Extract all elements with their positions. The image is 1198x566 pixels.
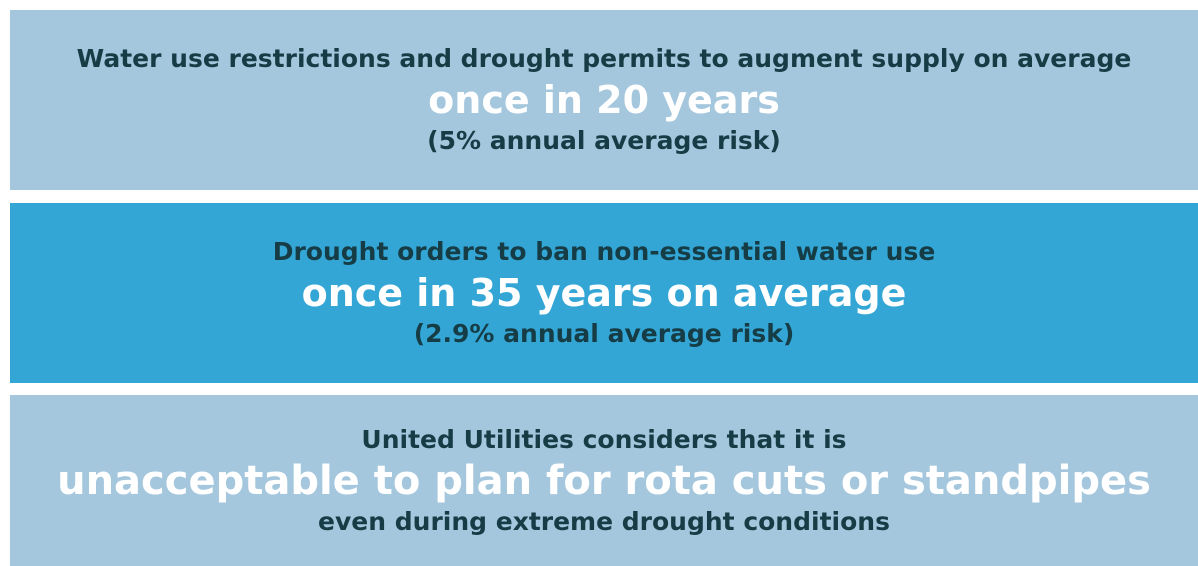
panel-text: (5% annual average risk) [427, 126, 781, 155]
panel-text: Water use restrictions and drought permi… [76, 44, 1132, 73]
panel-highlight: once in 35 years on average [301, 271, 907, 315]
panel: United Utilities considers that it is un… [10, 395, 1198, 566]
panel-text: Drought orders to ban non-essential wate… [272, 237, 936, 266]
panel-highlight: once in 20 years [428, 78, 780, 122]
panel-text: United Utilities considers that it is [361, 424, 847, 454]
panel: Drought orders to ban non-essential wate… [10, 203, 1198, 383]
panel: Water use restrictions and drought permi… [10, 10, 1198, 190]
panel-text: even during extreme drought conditions [318, 506, 890, 536]
panel-highlight: unacceptable to plan for rota cuts or st… [57, 457, 1151, 504]
panel-text: (2.9% annual average risk) [413, 319, 795, 348]
